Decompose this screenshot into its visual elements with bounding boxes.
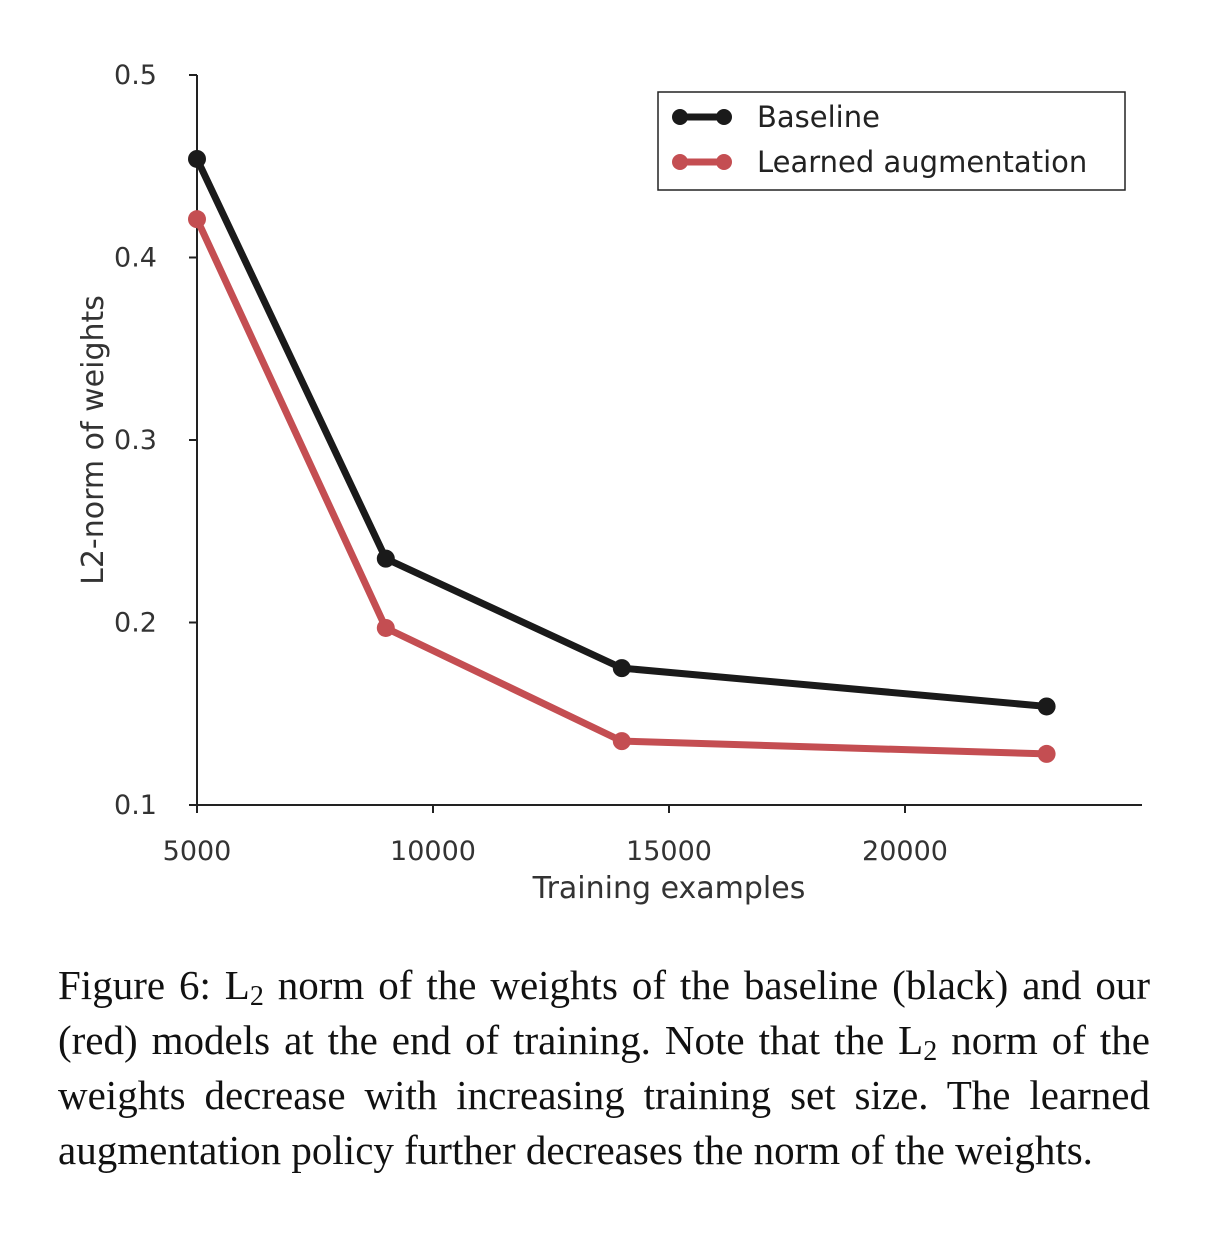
data-point bbox=[612, 659, 631, 678]
caption-prefix: Figure 6: L bbox=[58, 962, 250, 1008]
line-chart: 0.1 0.2 0.3 0.4 0.5 5000 10000 15000 20000 Trai… bbox=[76, 60, 1142, 906]
x-tick-label: 20000 bbox=[862, 836, 948, 867]
data-point bbox=[376, 549, 395, 568]
legend-item-baseline: Baseline bbox=[672, 100, 880, 134]
legend-swatch-marker bbox=[716, 154, 732, 170]
series-line bbox=[193, 157, 1047, 710]
caption-subscript: 2 bbox=[923, 1036, 938, 1067]
data-point bbox=[1037, 697, 1056, 716]
series-layer bbox=[188, 149, 1056, 763]
x-ticks: 5000 10000 15000 20000 bbox=[163, 805, 948, 867]
caption-subscript: 2 bbox=[249, 981, 264, 1012]
legend-swatch-marker bbox=[672, 109, 688, 125]
y-tick-label: 0.2 bbox=[114, 608, 157, 639]
data-point bbox=[188, 149, 206, 168]
x-axis-title: Training examples bbox=[532, 871, 806, 906]
caption-middle: norm of the weights of the baseline (bla… bbox=[58, 962, 1150, 1063]
legend-item-learned-augmentation: Learned augmentation bbox=[672, 145, 1087, 179]
legend-swatch-marker bbox=[672, 154, 688, 170]
series-0 bbox=[188, 149, 1056, 716]
legend-label-baseline: Baseline bbox=[757, 100, 880, 134]
data-point bbox=[1037, 744, 1056, 763]
legend-box bbox=[657, 91, 1126, 191]
data-point bbox=[188, 210, 206, 229]
y-ticks: 0.1 0.2 0.3 0.4 0.5 bbox=[114, 60, 197, 821]
y-tick-label: 0.4 bbox=[114, 243, 157, 274]
data-point bbox=[376, 618, 395, 637]
series-line bbox=[193, 217, 1047, 758]
legend-label-learned-augmentation: Learned augmentation bbox=[757, 145, 1087, 179]
y-tick-label: 0.1 bbox=[114, 790, 157, 821]
caption-suffix: norm of the weights decrease with increa… bbox=[58, 1017, 1150, 1173]
legend: Baseline Learned augmentation bbox=[657, 91, 1126, 191]
x-tick-label: 15000 bbox=[626, 836, 712, 867]
data-point bbox=[612, 732, 631, 751]
series-1 bbox=[188, 210, 1056, 763]
figure-caption: Figure 6: L2 norm of the weights of the … bbox=[58, 958, 1150, 1178]
x-tick-label: 5000 bbox=[163, 836, 232, 867]
legend-swatch-marker bbox=[716, 109, 732, 125]
y-axis-title: L2-norm of weights bbox=[76, 295, 111, 585]
x-tick-label: 10000 bbox=[390, 836, 476, 867]
y-tick-label: 0.3 bbox=[114, 425, 157, 456]
y-tick-label: 0.5 bbox=[114, 60, 157, 91]
